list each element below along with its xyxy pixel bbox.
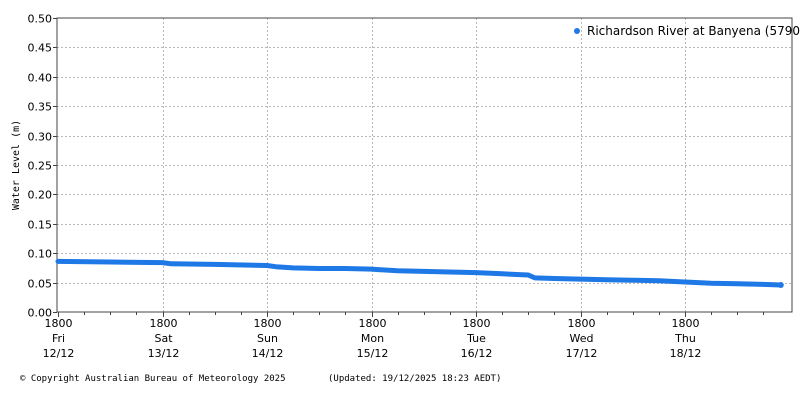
x-tick-label: 1800: [672, 317, 700, 330]
x-tick-label: 12/12: [43, 347, 75, 360]
x-tick-label: Mon: [361, 332, 384, 345]
x-tick-label: 1800: [359, 317, 387, 330]
y-tick-label: 0.45: [28, 42, 53, 55]
x-tick-label: 1800: [463, 317, 491, 330]
x-tick-label: 18/12: [670, 347, 702, 360]
x-tick-label: 16/12: [461, 347, 493, 360]
y-tick-label: 0.00: [28, 307, 53, 320]
x-tick-label: Sun: [257, 332, 278, 345]
legend-marker: [574, 28, 580, 34]
x-tick-label: Tue: [466, 332, 486, 345]
x-tick-label: Sat: [154, 332, 173, 345]
y-tick-label: 0.25: [28, 160, 53, 173]
x-tick-label: 15/12: [357, 347, 389, 360]
x-tick-label: 1800: [568, 317, 596, 330]
x-tick-label: Fri: [52, 332, 65, 345]
y-axis: 0.00 0.05 0.10 0.15 0.20 0.25 0.30 0.35 0.40 0.45…: [28, 13, 57, 320]
legend-label: Richardson River at Banyena (579029): [587, 24, 800, 38]
copyright-text: © Copyright Australian Bureau of Meteoro…: [20, 374, 286, 384]
y-tick-label: 0.05: [28, 278, 53, 291]
y-tick-label: 0.10: [28, 248, 53, 261]
grid: [57, 18, 792, 312]
last-data-point: [777, 282, 784, 288]
y-axis-title: Water Level (m): [11, 120, 22, 210]
updated-timestamp: (Updated: 19/12/2025 18:23 AEDT): [328, 374, 502, 384]
y-tick-label: 0.15: [28, 219, 53, 232]
x-tick-label: Wed: [570, 332, 594, 345]
x-tick-label: 1800: [150, 317, 178, 330]
legend: Richardson River at Banyena (579029): [574, 24, 800, 38]
y-tick-label: 0.35: [28, 101, 53, 114]
y-tick-label: 0.50: [28, 13, 53, 26]
x-tick-label: 1800: [254, 317, 282, 330]
x-axis: 1800 Fri 12/12 1800 Sat 13/12 1800 Sun 14/12 1800…: [43, 312, 764, 360]
x-tick-label: 17/12: [566, 347, 598, 360]
y-tick-label: 0.20: [28, 189, 53, 202]
x-tick-label: Thu: [674, 332, 696, 345]
x-tick-label: 13/12: [148, 347, 180, 360]
x-tick-label: 14/12: [252, 347, 284, 360]
series-layer: [55, 258, 784, 288]
y-tick-label: 0.30: [28, 131, 53, 144]
x-tick-label: 1800: [45, 317, 73, 330]
y-tick-label: 0.40: [28, 72, 53, 85]
series-line: [55, 258, 784, 288]
